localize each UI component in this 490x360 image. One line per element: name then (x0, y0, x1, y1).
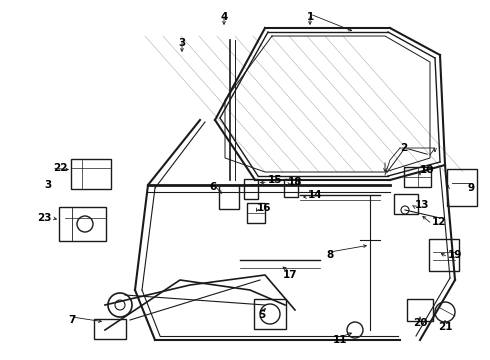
Text: 10: 10 (420, 165, 435, 175)
FancyBboxPatch shape (404, 167, 431, 187)
Text: 14: 14 (308, 190, 322, 200)
Text: 7: 7 (68, 315, 75, 325)
FancyBboxPatch shape (244, 179, 258, 199)
FancyBboxPatch shape (71, 159, 111, 189)
FancyBboxPatch shape (254, 299, 286, 329)
Text: 1: 1 (306, 12, 314, 22)
Text: 17: 17 (283, 270, 297, 280)
Circle shape (115, 300, 125, 310)
Circle shape (260, 304, 280, 324)
Text: 3: 3 (45, 180, 52, 190)
Text: 13: 13 (415, 200, 430, 210)
FancyBboxPatch shape (219, 185, 239, 209)
Text: 18: 18 (288, 177, 302, 187)
Text: 2: 2 (400, 143, 407, 153)
Text: 19: 19 (448, 250, 463, 260)
Text: 15: 15 (268, 175, 283, 185)
Text: 23: 23 (38, 213, 52, 223)
Text: 22: 22 (53, 163, 68, 173)
Text: 11: 11 (333, 335, 347, 345)
FancyBboxPatch shape (447, 169, 477, 206)
FancyBboxPatch shape (59, 207, 106, 241)
Circle shape (108, 293, 132, 317)
Circle shape (435, 302, 455, 322)
Text: 8: 8 (326, 250, 334, 260)
Text: 20: 20 (413, 318, 427, 328)
Circle shape (401, 206, 409, 214)
FancyBboxPatch shape (429, 239, 459, 271)
Text: 9: 9 (468, 183, 475, 193)
FancyBboxPatch shape (284, 179, 298, 197)
Text: 4: 4 (220, 12, 228, 22)
Text: 3: 3 (178, 38, 186, 48)
Text: 6: 6 (209, 182, 217, 192)
Circle shape (347, 322, 363, 338)
FancyBboxPatch shape (247, 203, 265, 223)
Circle shape (77, 216, 93, 232)
FancyBboxPatch shape (94, 319, 126, 339)
Text: 12: 12 (432, 217, 446, 227)
Text: 21: 21 (438, 322, 452, 332)
FancyBboxPatch shape (394, 194, 418, 214)
FancyBboxPatch shape (407, 299, 433, 321)
Text: 16: 16 (257, 203, 271, 213)
Text: 5: 5 (258, 310, 266, 320)
